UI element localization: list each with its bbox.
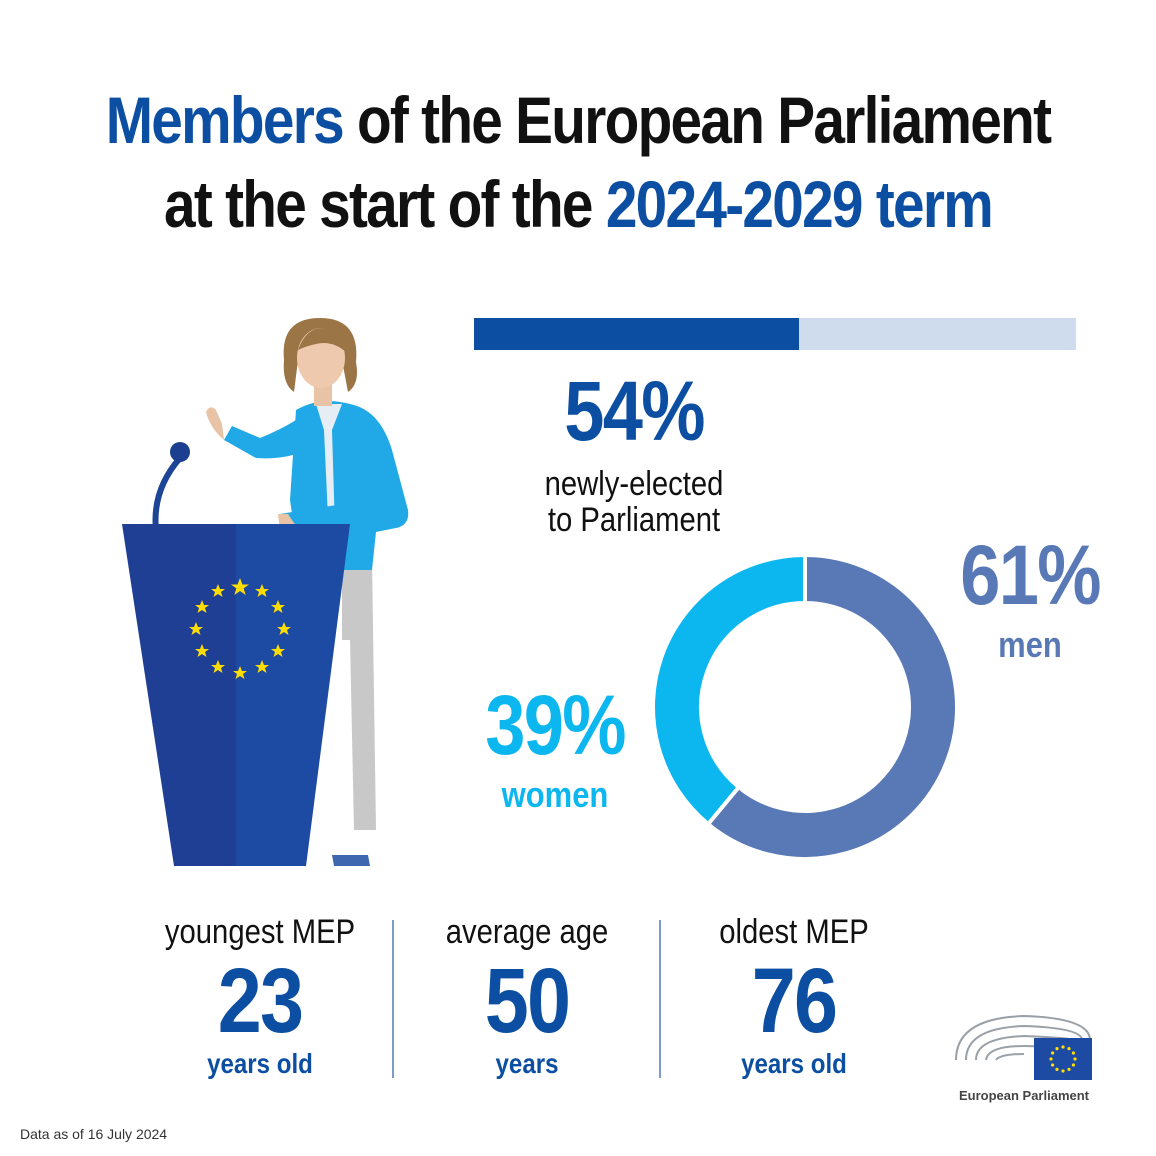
oldest-mep-stat: oldest MEP 76 years old <box>679 912 909 1080</box>
newly-elected-caption-line2: to Parliament <box>547 501 721 539</box>
page-title: Members of the European Parliament at th… <box>81 78 1075 246</box>
average-age-value: 50 <box>484 950 571 1052</box>
oldest-mep-unit: years old <box>741 1048 847 1079</box>
oldest-mep-label: oldest MEP <box>719 913 869 951</box>
speaker-illustration <box>122 318 409 866</box>
youngest-mep-stat: youngest MEP 23 years old <box>145 912 375 1080</box>
men-percent: 61% <box>960 528 1101 622</box>
donut-slice-men <box>705 552 959 861</box>
average-age-stat: average age 50 years <box>412 912 642 1080</box>
age-divider <box>659 920 661 1078</box>
women-label: women <box>501 774 609 815</box>
title-accent-term: 2024-2029 term <box>605 167 994 241</box>
newly-elected-caption-line1: newly-elected <box>544 465 724 503</box>
title-line1-rest: of the European Parliament <box>342 83 1052 157</box>
age-divider <box>392 920 394 1078</box>
title-accent-members: Members <box>105 83 345 157</box>
youngest-mep-unit: years old <box>207 1048 313 1079</box>
data-date-footnote: Data as of 16 July 2024 <box>20 1126 168 1142</box>
newly-elected-caption: newly-elected to Parliament <box>505 466 763 538</box>
newly-elected-bar <box>474 318 1076 350</box>
european-parliament-logo-text: European Parliament <box>958 1088 1090 1103</box>
average-age-unit: years <box>495 1048 559 1079</box>
donut-slice-women <box>651 552 807 827</box>
women-percent: 39% <box>485 678 626 772</box>
newly-elected-percent: 54% <box>564 364 705 458</box>
gender-donut-chart <box>651 552 959 861</box>
youngest-mep-label: youngest MEP <box>164 913 356 951</box>
average-age-label: average age <box>445 913 609 951</box>
men-label: men <box>998 624 1062 665</box>
oldest-mep-value: 76 <box>751 950 838 1052</box>
european-parliament-logo <box>955 1014 1092 1080</box>
title-line2-lead: at the start of the <box>164 167 606 241</box>
newly-elected-bar-fill <box>474 318 800 350</box>
youngest-mep-value: 23 <box>217 950 304 1052</box>
